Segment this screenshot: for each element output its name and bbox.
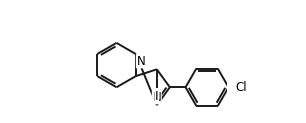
Text: Cl: Cl: [235, 81, 247, 94]
Text: N: N: [136, 55, 145, 68]
Text: N: N: [152, 91, 161, 104]
Text: I: I: [155, 90, 159, 103]
